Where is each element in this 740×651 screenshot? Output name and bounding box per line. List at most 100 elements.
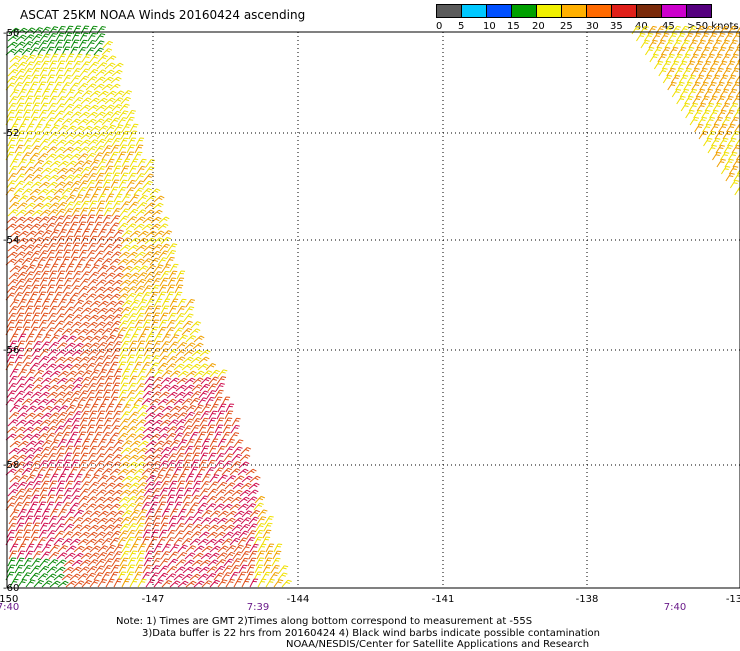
wind-barb	[137, 166, 146, 174]
wind-barb	[18, 369, 27, 377]
wind-barb	[168, 349, 178, 356]
wind-barb	[24, 348, 33, 356]
wind-barb	[38, 537, 47, 545]
wind-barb	[168, 523, 176, 531]
wind-barb	[671, 75, 680, 83]
wind-barb	[57, 97, 66, 104]
wind-barb	[151, 356, 160, 363]
wind-barb	[242, 579, 250, 587]
wind-barb	[658, 54, 667, 62]
wind-barb	[712, 26, 721, 34]
wind-barb	[50, 509, 58, 517]
wind-barb	[62, 293, 71, 300]
wind-barb	[110, 118, 120, 125]
wind-barb	[22, 82, 31, 90]
wind-barb	[143, 286, 152, 293]
wind-barb	[248, 524, 257, 531]
wind-barb	[94, 258, 104, 265]
wind-barb	[184, 419, 193, 426]
wind-map[interactable]: -150-147-144-141-138-13-50-52-54-56-58-6…	[0, 0, 740, 650]
wind-barb	[697, 103, 706, 111]
wind-barb	[153, 551, 162, 559]
wind-barb	[73, 61, 82, 69]
wind-barb	[143, 181, 153, 188]
wind-barb	[684, 82, 693, 90]
wind-barb	[64, 524, 74, 531]
wind-barb	[9, 166, 18, 174]
wind-barb	[700, 82, 709, 90]
wind-barb	[161, 237, 171, 244]
wind-barb	[66, 90, 75, 97]
wind-barb	[95, 461, 104, 468]
wind-barb	[721, 40, 730, 48]
wind-barb	[25, 272, 34, 279]
wind-barb	[732, 82, 740, 90]
wind-barb	[706, 117, 715, 125]
wind-barb	[40, 454, 49, 461]
wind-barb	[665, 40, 674, 48]
wind-barb	[31, 146, 40, 153]
wind-barb	[724, 82, 733, 90]
wind-barb	[135, 391, 144, 398]
wind-barb	[166, 328, 175, 335]
wind-barb	[74, 405, 83, 412]
wind-barb	[34, 544, 43, 552]
wind-barb	[199, 391, 208, 398]
wind-barb	[199, 357, 209, 363]
wind-barb	[87, 251, 96, 258]
wind-barb	[88, 33, 97, 41]
wind-barb	[46, 433, 56, 440]
wind-barb	[272, 558, 280, 566]
wind-barb	[176, 524, 185, 531]
wind-barb	[46, 328, 55, 335]
wind-barb	[103, 425, 112, 433]
wind-barb	[74, 195, 83, 202]
wind-barb	[254, 503, 264, 510]
swath-time-label: 7:40	[0, 602, 19, 613]
wind-barb	[154, 475, 163, 482]
wind-barb	[97, 236, 106, 244]
wind-barb	[10, 405, 20, 412]
wind-barb	[218, 580, 227, 587]
wind-barb	[79, 40, 87, 48]
wind-barb	[86, 187, 94, 195]
wind-barb	[703, 75, 712, 83]
wind-barb	[150, 363, 159, 370]
lon-tick-label: -147	[142, 594, 165, 605]
wind-barb	[225, 447, 234, 454]
wind-barb	[138, 405, 148, 412]
wind-barb	[74, 300, 84, 307]
wind-barb	[190, 503, 199, 510]
wind-barb	[216, 453, 225, 461]
wind-barb	[105, 132, 114, 139]
wind-barb	[30, 573, 40, 580]
wind-barb	[90, 265, 99, 272]
wind-barb	[71, 286, 80, 293]
wind-barb	[80, 384, 89, 391]
wind-barb	[730, 54, 739, 62]
wind-barb	[22, 502, 30, 510]
wind-barb	[174, 328, 183, 335]
wind-barb	[135, 181, 144, 188]
wind-barb	[119, 321, 128, 328]
wind-barb	[685, 96, 694, 104]
wind-barb	[198, 398, 207, 405]
wind-barb	[49, 516, 58, 524]
wind-barb	[129, 517, 138, 524]
wind-barb	[153, 377, 163, 384]
wind-barb	[126, 537, 135, 545]
wind-barb	[30, 48, 39, 55]
wind-barb	[89, 446, 97, 454]
wind-barb	[241, 448, 251, 454]
wind-barb	[698, 117, 707, 125]
wind-barb	[233, 552, 242, 559]
wind-barb	[186, 510, 195, 517]
wind-barb	[33, 341, 42, 349]
wind-barb	[720, 152, 729, 160]
wind-barb	[150, 502, 158, 510]
wind-barb	[160, 559, 169, 566]
wind-barb	[226, 439, 235, 447]
wind-barb	[130, 510, 140, 517]
wind-barb	[15, 286, 24, 293]
wind-barb	[95, 41, 104, 48]
